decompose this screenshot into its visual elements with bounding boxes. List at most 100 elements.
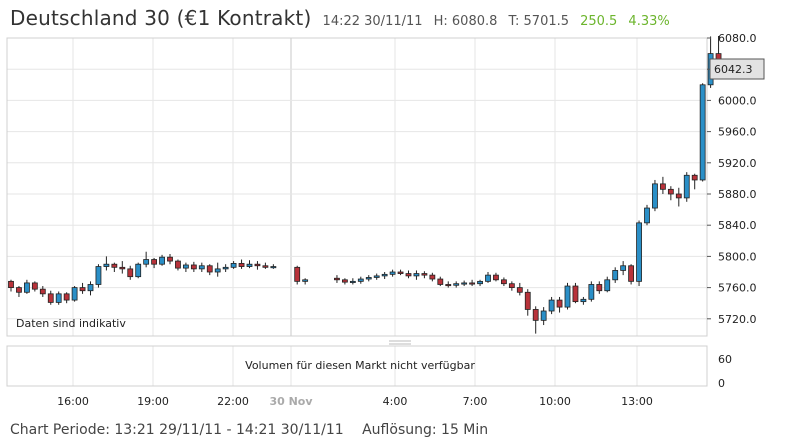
candle	[182, 262, 189, 272]
candle	[167, 254, 173, 265]
candle-body	[397, 271, 404, 274]
y-tick-label: 5760.0	[718, 282, 757, 295]
time-axis: 16:00 19:00 22:00 30 Nov 4:00 7:00 10:00 13:00	[57, 395, 653, 408]
candle-body	[103, 263, 110, 267]
candle	[389, 269, 396, 277]
candle-body	[55, 293, 62, 303]
x-tick-label: 22:00	[217, 395, 249, 408]
price-pane-frame	[6, 37, 708, 337]
candle-body	[159, 256, 165, 265]
x-tick-label: 13:00	[621, 395, 653, 408]
candle-body	[461, 282, 468, 285]
candle	[63, 292, 70, 304]
candle-body	[238, 263, 245, 267]
candle	[159, 254, 165, 266]
candle	[556, 296, 563, 313]
candle	[111, 262, 118, 272]
candle	[604, 276, 611, 293]
candle	[588, 281, 595, 302]
candle	[39, 286, 46, 297]
candle	[294, 265, 301, 285]
candle	[246, 260, 253, 269]
y-tick-label: 5960.0	[718, 126, 757, 139]
candle	[652, 179, 658, 212]
candle-body	[246, 263, 253, 267]
y-tick-label: 5800.0	[718, 250, 757, 263]
candle	[524, 289, 531, 316]
candle	[198, 262, 205, 272]
low-value: T: 5701.5	[508, 14, 570, 29]
candle-body	[341, 279, 348, 283]
candle-body	[79, 287, 86, 292]
x-tick-label: 30 Nov	[269, 395, 313, 408]
change-percent: 4.33%	[628, 14, 670, 29]
candle-body	[190, 264, 197, 270]
candle	[31, 281, 38, 292]
candle	[500, 277, 507, 287]
candle	[667, 186, 674, 201]
candlestick-series	[8, 36, 722, 334]
candle-body	[111, 263, 118, 268]
candle	[572, 282, 579, 304]
price-axis: 5720.0 5760.0 5800.0 5840.0 5880.0 5920.0 5960…	[707, 32, 757, 326]
candle-body	[675, 193, 682, 199]
candle-body	[214, 268, 221, 273]
candle	[151, 257, 158, 269]
candle	[341, 278, 348, 285]
candle-body	[206, 265, 213, 273]
candle	[8, 279, 14, 292]
candle-body	[39, 288, 46, 295]
candle	[453, 281, 460, 288]
candle-body	[135, 263, 142, 278]
candle-body	[453, 283, 460, 286]
candle	[540, 307, 547, 326]
y-tick-label: 5880.0	[718, 188, 757, 201]
candle-body	[508, 283, 515, 289]
candle	[119, 261, 126, 274]
candle-body	[71, 287, 78, 301]
candle	[405, 270, 412, 279]
candle	[437, 276, 444, 287]
candle	[691, 173, 698, 190]
candle	[644, 204, 650, 226]
candle	[47, 290, 54, 305]
candle	[270, 264, 277, 269]
candle	[143, 251, 150, 268]
candle-body	[167, 256, 173, 262]
y-tick-label: 5920.0	[718, 157, 757, 170]
candle-body	[262, 265, 269, 268]
candle	[222, 264, 229, 272]
change-value: 250.5	[580, 14, 618, 29]
chart-header: Deutschland 30 (€1 Kontrakt) 14:22 30/11…	[10, 6, 670, 34]
candle-body	[524, 291, 531, 310]
candle	[397, 269, 404, 276]
candle-body	[334, 277, 340, 281]
candle-body	[294, 266, 301, 282]
price-chart[interactable]: 5720.0 5760.0 5800.0 5840.0 5880.0 5920.0 5960…	[0, 0, 800, 420]
volume-tick-label: 0	[718, 377, 725, 390]
candle-body	[699, 84, 706, 181]
candle	[683, 172, 690, 202]
candle	[55, 291, 62, 305]
candle-body	[667, 188, 674, 195]
x-tick-label: 16:00	[57, 395, 89, 408]
candle	[230, 261, 237, 269]
candle-body	[493, 274, 499, 281]
candle-body	[270, 266, 277, 269]
y-tick-label: 5840.0	[718, 219, 757, 232]
candle-body	[628, 265, 634, 282]
candle-body	[151, 259, 158, 265]
candle-body	[63, 293, 70, 301]
candle-body	[31, 282, 38, 290]
candle	[23, 279, 30, 294]
candle-body	[620, 265, 627, 271]
candle	[254, 261, 261, 270]
y-tick-label: 6080.0	[718, 32, 757, 45]
candle-body	[469, 282, 476, 285]
candle	[79, 282, 86, 294]
candle	[596, 281, 603, 294]
candle	[421, 271, 428, 279]
candle	[103, 256, 110, 271]
candle	[675, 187, 682, 207]
candle-body	[389, 271, 396, 275]
